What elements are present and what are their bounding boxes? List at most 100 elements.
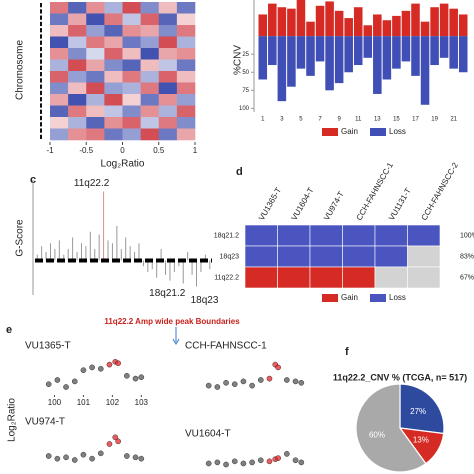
point: [138, 455, 145, 462]
heat-cell: [68, 25, 87, 37]
row-label: 18q21.2: [214, 232, 239, 239]
cell: [277, 266, 311, 289]
heat-cell: [86, 48, 105, 60]
heat-cell: [176, 25, 196, 37]
heat-cell: [104, 48, 123, 60]
point: [138, 374, 145, 381]
legend-swatch: [322, 294, 338, 302]
heat-cell: [176, 13, 196, 26]
bar: [411, 3, 420, 37]
point: [106, 441, 113, 447]
heat-cell: [176, 94, 196, 106]
pie-slice: [355, 383, 427, 473]
point: [71, 378, 78, 385]
y-tick-label: 25: [242, 52, 249, 58]
bar: [353, 7, 363, 37]
bar: [344, 36, 353, 73]
bar: [411, 36, 420, 76]
column-label: VU1131-T: [387, 186, 413, 222]
heat-cell: [104, 13, 123, 26]
legend-label: Gain: [341, 127, 358, 136]
x-tick-label: 9: [337, 117, 341, 123]
heat-cell: [50, 13, 69, 26]
heat-cell: [68, 59, 87, 72]
point: [231, 458, 238, 465]
chromosome-bar: [40, 46, 42, 52]
heat-cell: [68, 128, 87, 141]
point: [97, 450, 104, 457]
bar: [439, 36, 449, 58]
point: [275, 455, 281, 461]
row-label: 18q23: [220, 253, 240, 260]
panel-letter: d: [236, 166, 243, 178]
y-axis-label: Chromosome: [15, 40, 26, 100]
point: [132, 454, 139, 461]
heat-cell: [50, 82, 69, 95]
column-label: VU1604-T: [290, 186, 316, 222]
row-label: 11q22.2: [214, 274, 239, 281]
x-tick-label: 100: [48, 398, 62, 407]
heat-cell: [104, 94, 123, 106]
heat-cell: [68, 117, 87, 129]
bar: [277, 7, 287, 37]
annotation: 11q22.2: [74, 178, 110, 189]
bar: [373, 14, 382, 37]
x-tick-label: 11: [355, 117, 362, 123]
x-tick-label: 13: [374, 117, 381, 123]
point: [115, 360, 121, 367]
bar: [315, 36, 325, 62]
chromosome-bar: [40, 72, 42, 77]
annotation: 18q23: [191, 295, 219, 306]
cell: [277, 224, 311, 247]
heat-cell: [176, 2, 196, 14]
point: [257, 457, 264, 464]
cell: [342, 245, 376, 268]
chromosome-bar: [40, 115, 42, 121]
legend-swatch: [370, 294, 386, 302]
bar: [258, 36, 268, 80]
heat-cell: [140, 105, 160, 118]
heat-cell: [68, 2, 87, 14]
heat-cell: [50, 128, 69, 141]
x-tick-label: 15: [393, 117, 400, 123]
chromosome-bar: [40, 103, 42, 108]
point: [205, 460, 212, 467]
bar: [430, 36, 439, 66]
chromosome-bar: [40, 21, 42, 27]
y-axis-label: %CNV: [233, 45, 244, 75]
bar: [296, 0, 306, 37]
heat-cell: [86, 117, 105, 129]
chromosome-bar: [40, 3, 42, 8]
heat-cell: [122, 36, 141, 49]
y-axis-label: G-Score: [15, 219, 26, 257]
heat-cell: [140, 36, 160, 49]
heat-cell: [176, 105, 196, 118]
heat-cell: [50, 94, 69, 106]
x-tick-label: 21: [450, 117, 457, 123]
heat-cell: [68, 36, 87, 49]
heat-cell: [140, 94, 160, 106]
x-tick-label: 19: [431, 117, 438, 123]
heat-cell: [104, 36, 123, 49]
heat-cell: [50, 2, 69, 14]
heat-cell: [104, 2, 123, 14]
heat-cell: [140, 2, 160, 14]
heat-cell: [86, 105, 105, 118]
heat-cell: [140, 13, 160, 26]
heat-cell: [140, 59, 160, 72]
percent-label: 100%: [460, 232, 474, 239]
bar: [268, 3, 277, 37]
heat-cell: [68, 71, 87, 83]
bar: [458, 36, 468, 73]
point: [63, 454, 69, 461]
slice-label: 60%: [369, 431, 385, 440]
y-axis-label: Log₂Ratio: [7, 398, 18, 442]
point: [292, 378, 299, 385]
point: [54, 455, 61, 462]
bar: [458, 14, 468, 37]
x-tick-label: 102: [106, 398, 120, 407]
cell: [309, 266, 343, 289]
bar: [439, 3, 449, 37]
point: [205, 382, 212, 389]
